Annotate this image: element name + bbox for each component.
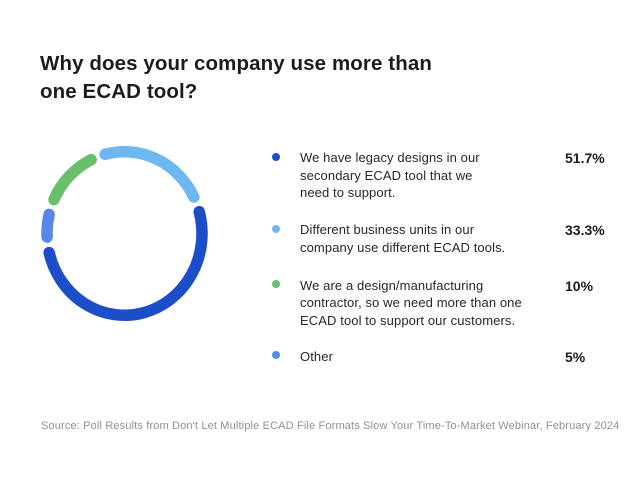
- donut-chart-container: [33, 142, 216, 325]
- legend-percent-value: 33.3%: [565, 222, 605, 238]
- legend-percent-value: 51.7%: [565, 150, 605, 166]
- donut-chart: [41, 146, 208, 321]
- legend-label-line: We have legacy designs in our: [300, 150, 480, 165]
- legend-label: We have legacy designs in our secondary …: [300, 149, 620, 202]
- legend-label: Other: [300, 348, 620, 366]
- legend-label-line: company use different ECAD tools.: [300, 239, 506, 255]
- legend-label-line: ECAD tool to support our customers.: [300, 312, 516, 328]
- legend-dot-icon: [272, 224, 280, 233]
- legend-dot-icon: [272, 351, 280, 359]
- legend-label-line: We are a design/manufacturing: [300, 277, 484, 293]
- donut-segment-legacy-designs: [43, 205, 208, 321]
- donut-segment-design-manufacturing: [48, 153, 97, 206]
- legend-dot-icon: [272, 280, 280, 288]
- legend-item-other: Other 5%: [268, 348, 620, 366]
- legend-item-different-business-units: Different business units in our company …: [268, 221, 620, 256]
- legend-label-line: secondary ECAD tool that we: [300, 167, 473, 183]
- legend-item-legacy-designs: We have legacy designs in our secondary …: [268, 149, 620, 202]
- legend-dot-icon: [272, 152, 280, 161]
- legend-label: We are a design/manufacturing contractor…: [300, 277, 620, 330]
- source-attribution: Source: Poll Results from Don't Let Mult…: [41, 420, 620, 432]
- donut-segment-other: [41, 208, 55, 243]
- legend-label-line: Different business units in our: [300, 222, 475, 237]
- legend-item-design-manufacturing: We are a design/manufacturing contractor…: [268, 277, 620, 330]
- legend-label-line: contractor, so we need more than one: [300, 295, 522, 311]
- legend-label: Different business units in our company …: [300, 221, 620, 256]
- page-title-line-2: one ECAD tool?: [40, 80, 198, 103]
- page-title-line-1: Why does your company use more than: [40, 52, 432, 75]
- page-title: Why does your company use more than one …: [40, 50, 432, 106]
- legend-percent-value: 10%: [565, 277, 594, 294]
- legend-percent-value: 5%: [565, 348, 586, 365]
- donut-segment-different-business-units: [99, 146, 200, 203]
- legend-label-line: need to support.: [300, 185, 396, 201]
- legend-label-line: Other: [300, 348, 334, 364]
